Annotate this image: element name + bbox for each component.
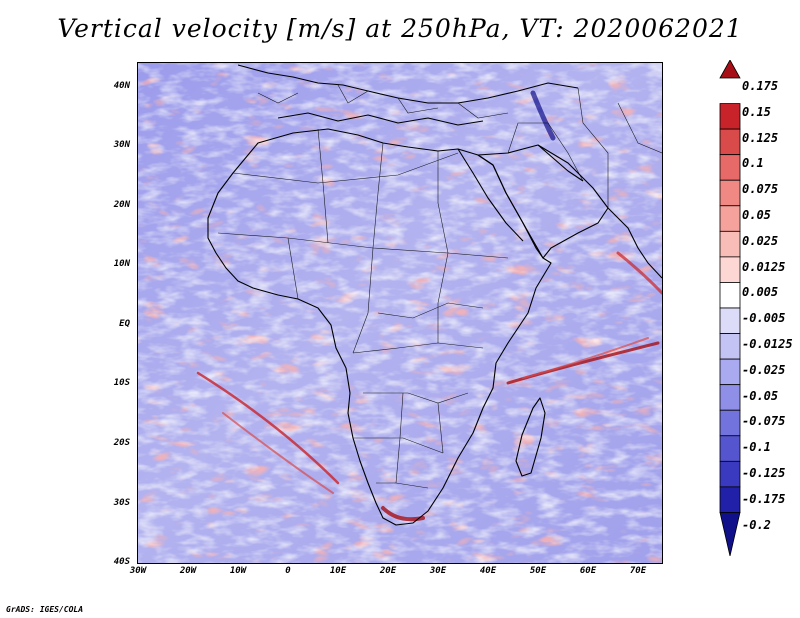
colorbar-label-5: 0.05 xyxy=(742,208,771,222)
colorbar-label-15: -0.125 xyxy=(742,466,786,480)
lon-label-70e: 70E xyxy=(629,566,647,576)
colorbar-label-17: -0.2 xyxy=(742,517,771,532)
lat-label-eq: EQ xyxy=(119,319,130,329)
vertical-velocity-field xyxy=(138,63,662,563)
india-coastline xyxy=(607,207,662,279)
colorbar-label-8: 0.005 xyxy=(742,285,779,300)
lat-label-10n: 10N xyxy=(113,259,130,269)
lon-label-10e: 10E xyxy=(329,566,347,576)
colorbar-label-6: 0.025 xyxy=(742,233,779,248)
colorbar-swatch-10 xyxy=(719,333,741,360)
lat-label-20s: 20S xyxy=(113,438,130,448)
lon-label-40e: 40E xyxy=(479,566,497,576)
lat-label-10s: 10S xyxy=(113,378,130,388)
colorbar-label-13: -0.075 xyxy=(742,414,786,429)
software-credit: GrADS: IGES/COLA xyxy=(6,605,84,614)
colorbar xyxy=(719,60,741,556)
colorbar-swatch-15 xyxy=(719,460,741,488)
lon-label-0: 0 xyxy=(285,566,291,576)
field-texture xyxy=(138,63,662,563)
lon-label-60e: 60E xyxy=(579,566,597,576)
colorbar-swatch-2 xyxy=(719,128,741,156)
colorbar-label-12: -0.05 xyxy=(742,388,779,403)
colorbar-label-10: -0.0125 xyxy=(742,337,793,351)
colorbar-swatch-12 xyxy=(719,384,741,411)
mediterranean-north xyxy=(277,112,484,126)
colorbar-swatch-13 xyxy=(719,409,741,437)
red-sea xyxy=(457,148,524,242)
colorbar-swatch-4 xyxy=(719,179,741,207)
colorbar-swatch-8 xyxy=(719,282,741,309)
colorbar-label-4: 0.075 xyxy=(742,182,779,197)
colorbar-label-16: -0.175 xyxy=(742,491,786,506)
updraft-features xyxy=(196,90,662,522)
colorbar-label-7: 0.0125 xyxy=(742,259,786,274)
colorbar-swatch-11 xyxy=(719,358,741,386)
lon-label-50e: 50E xyxy=(529,566,547,576)
colorbar-swatch-1 xyxy=(719,103,741,130)
colorbar-label-2: 0.125 xyxy=(742,130,779,145)
colorbar-label-3: 0.1 xyxy=(742,156,764,171)
colorbar-swatch-9 xyxy=(719,307,741,334)
colorbar-swatch-6 xyxy=(719,230,741,258)
lat-label-30n: 30N xyxy=(113,140,130,150)
colorbar-swatch-16 xyxy=(719,486,741,513)
lat-label-40n: 40N xyxy=(113,81,130,91)
persian-gulf xyxy=(537,144,584,182)
lon-label-30e: 30E xyxy=(429,566,447,576)
lat-label-40s: 40S xyxy=(113,557,130,567)
madagascar-coastline xyxy=(515,397,546,477)
map-panel xyxy=(137,62,663,564)
colorbar-label-9: -0.005 xyxy=(742,311,786,326)
lon-label-20w: 20W xyxy=(179,566,197,576)
colorbar-swatch-5 xyxy=(719,205,741,232)
lon-label-10w: 10W xyxy=(229,566,247,576)
lon-label-20e: 20E xyxy=(379,566,397,576)
lat-label-20n: 20N xyxy=(113,200,130,210)
colorbar-swatch-0 xyxy=(719,60,741,79)
colorbar-swatch-14 xyxy=(719,435,741,462)
colorbar-label-11: -0.025 xyxy=(742,362,786,377)
chart-title: Vertical velocity [m/s] at 250hPa, VT: 2… xyxy=(57,14,743,43)
country-borders xyxy=(217,84,662,489)
colorbar-swatch-17 xyxy=(719,512,741,556)
colorbar-label-1: 0.15 xyxy=(742,104,771,119)
colorbar-swatch-7 xyxy=(719,256,741,283)
lat-label-30s: 30S xyxy=(113,498,130,508)
arabia-coastline xyxy=(477,144,609,259)
lon-label-30w: 30W xyxy=(129,566,147,576)
colorbar-label-0: 0.175 xyxy=(742,79,779,93)
colorbar-label-14: -0.1 xyxy=(742,440,771,455)
colorbar-swatch-3 xyxy=(719,154,741,181)
